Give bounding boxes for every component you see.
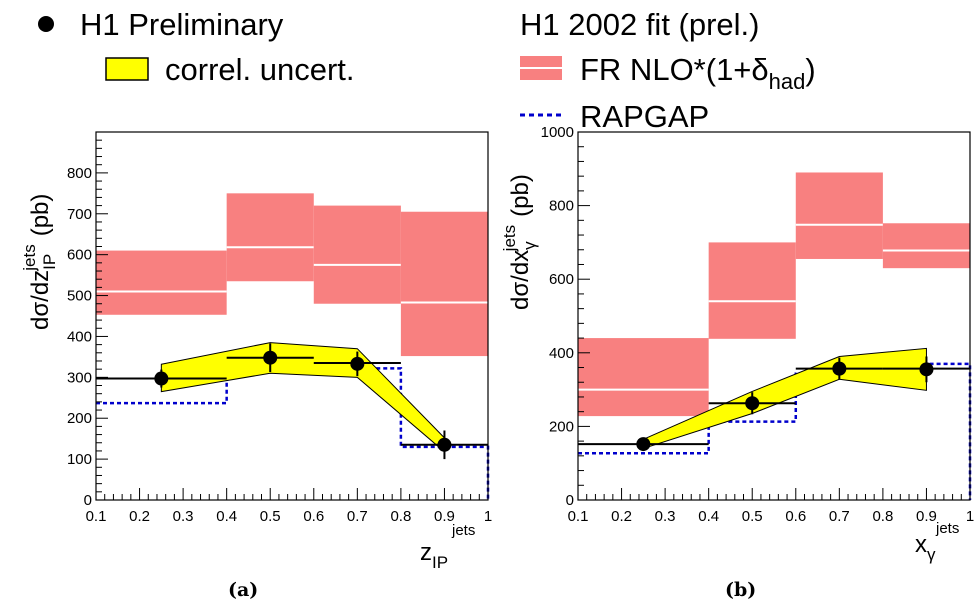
a-ytick-label-0: 0 [84, 492, 92, 509]
a-xtick-label-8: 0.9 [434, 508, 455, 525]
a-ytick-label-4: 400 [67, 328, 92, 345]
b-ytick-label-3: 600 [549, 271, 574, 288]
b-xtick-label-0: 0.1 [568, 508, 589, 525]
b-band-area [642, 347, 927, 450]
b-nlo-boxes [578, 172, 970, 417]
b-ytick-label-0: 0 [566, 492, 574, 509]
panel-b: 0.1 0.2 0.3 0.4 0.5 0.6 0.7 0.8 0.9 1 0 200 400 600 80… [500, 124, 974, 601]
b-nlo-box-1 [708, 242, 796, 339]
b-ytick-label-4: 800 [549, 198, 574, 215]
b-xlabel-sup: jets [935, 520, 959, 537]
a-nlo-box-1 [226, 193, 314, 282]
a-ytick-label-7: 700 [67, 206, 92, 223]
b-xtick-label-2: 0.3 [655, 508, 676, 525]
a-xtick-label-0: 0.1 [86, 508, 107, 525]
a-xlabel: zIP [420, 539, 448, 572]
a-nlo-boxes [96, 193, 488, 357]
b-ytick-label-2: 400 [549, 345, 574, 362]
a-nlo-box-0 [96, 250, 227, 315]
b-data-point-3 [919, 362, 934, 377]
b-xtick-label-9: 1 [966, 508, 974, 525]
caption-a: (a) [228, 579, 258, 601]
a-frame [95, 131, 489, 501]
a-data-point-0 [154, 371, 169, 386]
b-xtick-label-3: 0.4 [698, 508, 719, 525]
a-ytick-label-3: 300 [67, 369, 92, 386]
a-data-point-2 [350, 356, 365, 371]
b-nlo-box-0 [578, 338, 709, 417]
b-xlabel: xγ [915, 531, 936, 564]
b-axes: 0.1 0.2 0.3 0.4 0.5 0.6 0.7 0.8 0.9 1 0 200 400 600 80… [541, 124, 975, 525]
caption-b: (b) [725, 579, 756, 601]
b-data-point-0 [636, 437, 651, 452]
b-ytick-label-5: 1000 [541, 124, 574, 141]
a-xtick-label-5: 0.6 [303, 508, 324, 525]
b-nlo-box-3 [882, 223, 970, 269]
b-data-point-2 [832, 361, 847, 376]
legend-label-rapgap: RAPGAP [580, 99, 709, 134]
a-xtick-label-2: 0.3 [173, 508, 194, 525]
legend-label-correl: correl. uncert. [165, 52, 355, 87]
a-ytick-label-1: 100 [67, 451, 92, 468]
b-xtick-label-8: 0.9 [916, 508, 937, 525]
b-nlo-box-2 [795, 172, 883, 259]
a-data-point-1 [263, 350, 278, 365]
legend-marker-data [38, 16, 54, 32]
b-xtick-label-7: 0.8 [872, 508, 893, 525]
a-xtick-label-3: 0.4 [216, 508, 237, 525]
b-ytick-label-1: 200 [549, 418, 574, 435]
legend-label-h1-prelim: H1 Preliminary [80, 7, 284, 42]
legend: H1 Preliminary correl. uncert. H1 2002 f… [38, 7, 816, 134]
a-data-points [154, 343, 452, 460]
a-data-point-3 [437, 437, 452, 452]
b-xtick-label-4: 0.5 [742, 508, 763, 525]
a-xtick-label-6: 0.7 [347, 508, 368, 525]
b-correl-band [642, 347, 927, 450]
a-ytick-label-2: 200 [67, 410, 92, 427]
a-ytick-label-5: 500 [67, 288, 92, 305]
b-xtick-label-6: 0.7 [829, 508, 850, 525]
a-ytick-label-8: 800 [67, 165, 92, 182]
legend-label-nlo: FR NLO*(1+δhad) [580, 52, 816, 94]
a-xtick-label-1: 0.2 [129, 508, 150, 525]
a-ytick-label-6: 600 [67, 247, 92, 264]
a-xtick-label-7: 0.8 [390, 508, 411, 525]
b-xtick-label-5: 0.6 [785, 508, 806, 525]
b-ylabel: dσ/dxγjets(pb) [500, 174, 539, 310]
a-nlo-box-3 [400, 211, 488, 357]
a-axes: 0.1 0.2 0.3 0.4 0.5 0.6 0.7 0.8 0.9 1 0 100 200 300 40… [67, 131, 492, 525]
legend-swatch-correl [105, 57, 149, 81]
a-ylabel: dσ/dzIPjets(pb) [20, 194, 59, 330]
b-frame [577, 131, 971, 501]
legend-label-fit: H1 2002 fit (prel.) [520, 7, 760, 42]
a-xlabel-sup: jets [451, 522, 475, 539]
b-data-points [636, 356, 934, 452]
b-xtick-label-1: 0.2 [611, 508, 632, 525]
a-xtick-label-9: 1 [484, 508, 492, 525]
a-nlo-box-2 [313, 205, 401, 304]
b-data-point-1 [745, 396, 760, 411]
panel-a: 0.1 0.2 0.3 0.4 0.5 0.6 0.7 0.8 0.9 1 0 100 200 300 40… [20, 131, 492, 601]
a-xtick-label-4: 0.5 [260, 508, 281, 525]
